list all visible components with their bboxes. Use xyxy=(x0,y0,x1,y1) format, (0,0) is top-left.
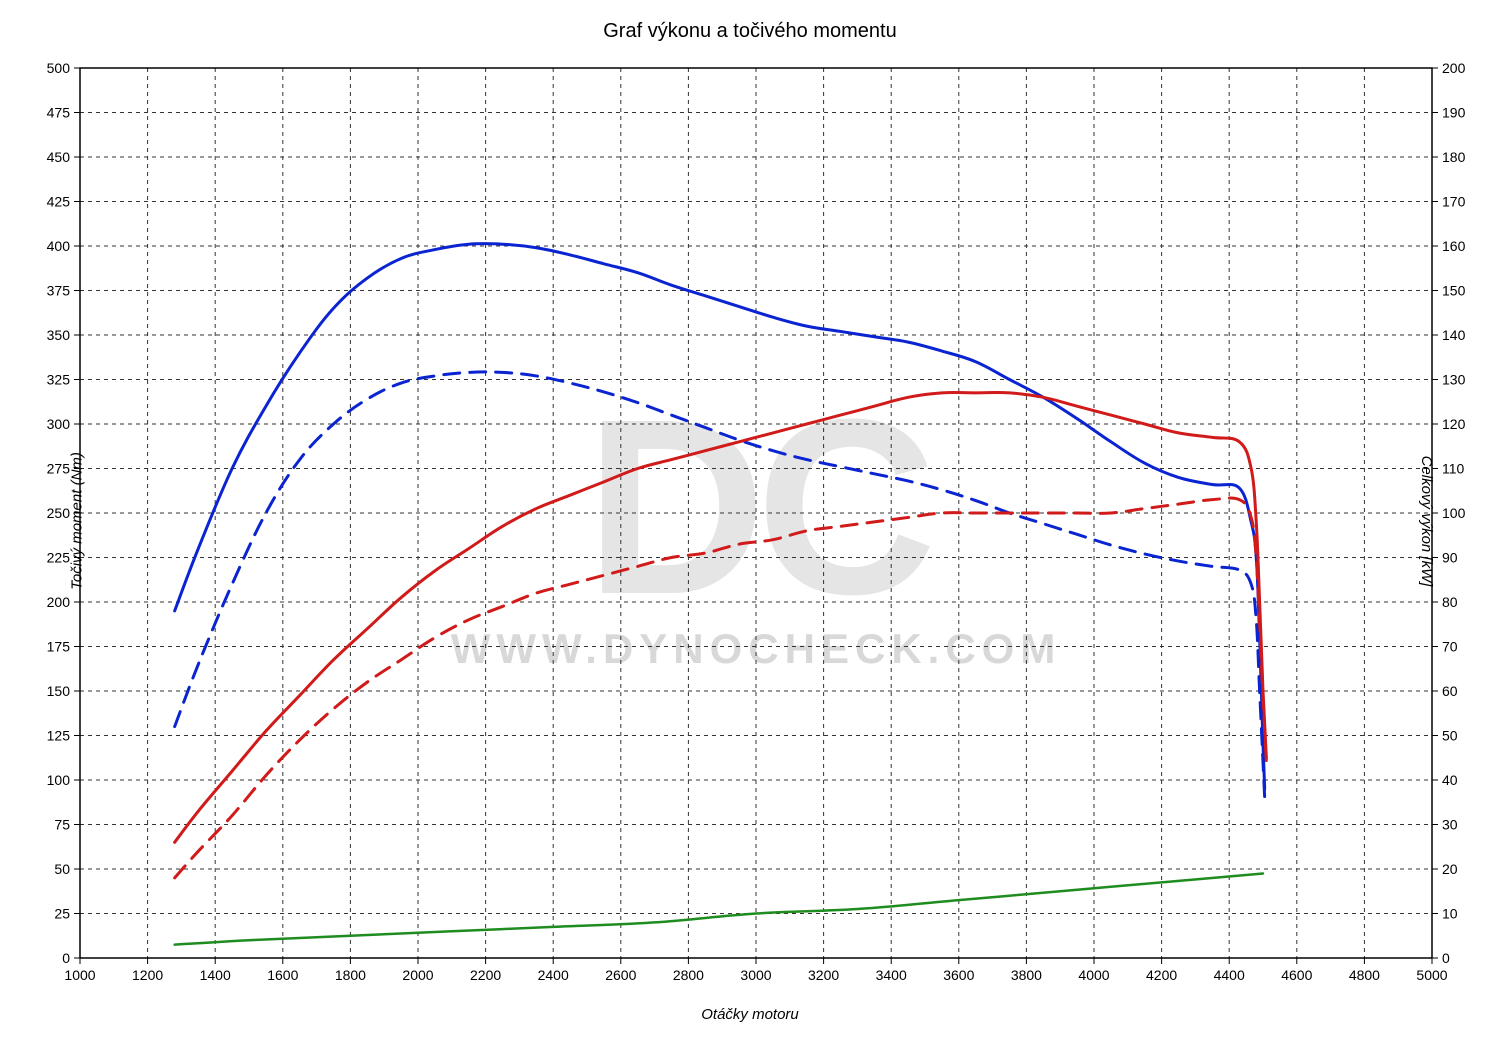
chart-container: Graf výkonu a točivého momentu DCWWW.DYN… xyxy=(0,0,1500,1041)
x-tick-label: 2400 xyxy=(538,967,569,983)
x-tick-label: 4800 xyxy=(1349,967,1380,983)
x-tick-label: 5000 xyxy=(1416,967,1447,983)
x-tick-label: 4000 xyxy=(1078,967,1109,983)
y2-tick-label: 50 xyxy=(1442,728,1458,744)
y2-tick-label: 90 xyxy=(1442,550,1458,566)
y2-tick-label: 150 xyxy=(1442,283,1466,299)
y2-tick-label: 160 xyxy=(1442,238,1466,254)
y1-tick-label: 500 xyxy=(47,60,71,76)
x-tick-label: 2800 xyxy=(673,967,704,983)
y2-tick-label: 30 xyxy=(1442,817,1458,833)
watermark-logo: DC xyxy=(585,367,930,646)
y2-tick-label: 190 xyxy=(1442,105,1466,121)
y2-tick-label: 170 xyxy=(1442,194,1466,210)
y2-tick-label: 180 xyxy=(1442,149,1466,165)
y1-tick-label: 325 xyxy=(47,372,71,388)
chart-title: Graf výkonu a točivého momentu xyxy=(0,20,1500,43)
x-tick-label: 2600 xyxy=(605,967,636,983)
y1-tick-label: 125 xyxy=(47,728,71,744)
y2-tick-label: 80 xyxy=(1442,594,1458,610)
x-tick-label: 1000 xyxy=(64,967,95,983)
y1-tick-label: 450 xyxy=(47,149,71,165)
y1-tick-label: 275 xyxy=(47,461,71,477)
x-tick-label: 4600 xyxy=(1281,967,1312,983)
y2-tick-label: 70 xyxy=(1442,639,1458,655)
y1-tick-label: 0 xyxy=(62,950,70,966)
x-tick-label: 1200 xyxy=(132,967,163,983)
x-tick-label: 1400 xyxy=(200,967,231,983)
x-tick-label: 3600 xyxy=(943,967,974,983)
y2-tick-label: 110 xyxy=(1442,461,1465,477)
y2-axis-label: Celkový výkon [kW] xyxy=(1418,455,1435,586)
x-tick-label: 4200 xyxy=(1146,967,1177,983)
y1-tick-label: 175 xyxy=(47,639,71,655)
y1-tick-label: 50 xyxy=(54,861,70,877)
y2-tick-label: 60 xyxy=(1442,683,1458,699)
y2-tick-label: 100 xyxy=(1442,505,1466,521)
y2-tick-label: 140 xyxy=(1442,327,1466,343)
x-tick-label: 1600 xyxy=(267,967,298,983)
x-tick-label: 3000 xyxy=(740,967,771,983)
y1-tick-label: 150 xyxy=(47,683,71,699)
x-tick-label: 4400 xyxy=(1214,967,1245,983)
y2-tick-label: 130 xyxy=(1442,372,1466,388)
y1-tick-label: 425 xyxy=(47,194,71,210)
y2-tick-label: 10 xyxy=(1442,906,1458,922)
y1-tick-label: 375 xyxy=(47,283,71,299)
y1-tick-label: 225 xyxy=(47,550,71,566)
y1-tick-label: 250 xyxy=(47,505,71,521)
x-tick-label: 3400 xyxy=(876,967,907,983)
y2-tick-label: 120 xyxy=(1442,416,1466,432)
x-tick-label: 3800 xyxy=(1011,967,1042,983)
y1-tick-label: 200 xyxy=(47,594,71,610)
x-tick-label: 2200 xyxy=(470,967,501,983)
x-axis-label: Otáčky motoru xyxy=(0,1006,1500,1023)
chart-svg: DCWWW.DYNOCHECK.COM100012001400160018002… xyxy=(0,0,1500,1041)
y2-tick-label: 20 xyxy=(1442,861,1458,877)
y2-tick-label: 40 xyxy=(1442,772,1458,788)
y2-tick-label: 0 xyxy=(1442,950,1450,966)
y1-tick-label: 100 xyxy=(47,772,71,788)
x-tick-label: 1800 xyxy=(335,967,366,983)
y1-tick-label: 350 xyxy=(47,327,71,343)
y1-tick-label: 400 xyxy=(47,238,71,254)
y1-tick-label: 75 xyxy=(54,817,70,833)
x-tick-label: 2000 xyxy=(402,967,433,983)
x-tick-label: 3200 xyxy=(808,967,839,983)
y1-axis-label: Točivý moment (Nm) xyxy=(68,452,85,590)
y1-tick-label: 25 xyxy=(54,906,70,922)
y2-tick-label: 200 xyxy=(1442,60,1466,76)
watermark-url: WWW.DYNOCHECK.COM xyxy=(451,625,1062,672)
y1-tick-label: 475 xyxy=(47,105,71,121)
y1-tick-label: 300 xyxy=(47,416,71,432)
